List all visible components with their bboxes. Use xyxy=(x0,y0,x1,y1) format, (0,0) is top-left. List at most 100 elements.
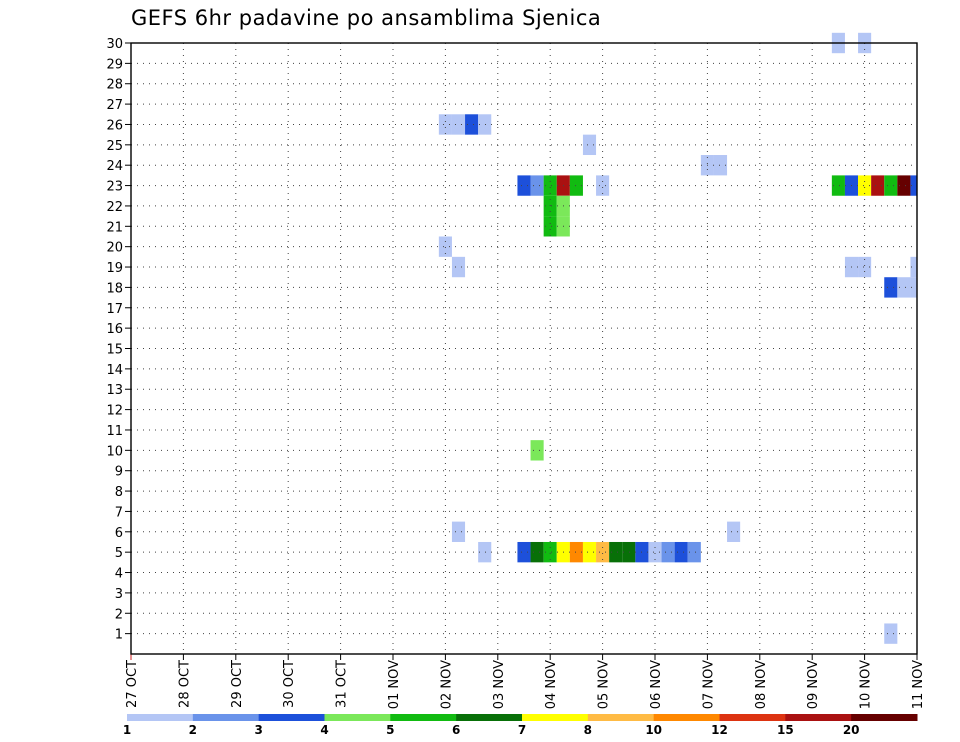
heatmap-cell xyxy=(910,256,917,278)
colorbar-label: 7 xyxy=(518,723,526,737)
heatmap-cell xyxy=(517,175,531,196)
heatmap-cell xyxy=(438,114,452,135)
x-tick-label: 28 OCT xyxy=(177,660,192,708)
y-tick-label: 18 xyxy=(106,281,123,296)
x-tick-label: 31 OCT xyxy=(335,660,350,708)
y-tick-label: 29 xyxy=(106,57,123,72)
heatmap-cells xyxy=(438,32,917,644)
colorbar-label: 2 xyxy=(189,723,197,737)
x-tick-label: 29 OCT xyxy=(230,660,245,708)
y-tick-label: 7 xyxy=(115,505,123,520)
heatmap-cell xyxy=(609,541,623,563)
colorbar-label: 3 xyxy=(254,723,262,737)
colorbar-segment xyxy=(390,714,457,721)
y-tick-label: 8 xyxy=(115,485,123,500)
heatmap-cell xyxy=(530,541,544,563)
y-tick-label: 4 xyxy=(115,567,123,582)
colorbar-label: 6 xyxy=(452,723,460,737)
y-tick-label: 21 xyxy=(106,220,123,235)
colorbar-segment xyxy=(653,714,720,721)
colorbar-label: 20 xyxy=(843,723,860,737)
colorbar-segment xyxy=(127,714,194,721)
colorbar-segment xyxy=(258,714,325,721)
y-tick-label: 28 xyxy=(106,78,123,93)
y-tick-label: 24 xyxy=(106,159,123,174)
heatmap-cell xyxy=(465,114,479,135)
heatmap-cell xyxy=(648,541,662,563)
heatmap-cell xyxy=(884,175,898,196)
y-tick-label: 27 xyxy=(106,98,123,113)
colorbar-label: 15 xyxy=(777,723,794,737)
y-tick-label: 17 xyxy=(106,302,123,317)
colorbar-segment xyxy=(324,714,391,721)
x-tick-label: 06 NOV xyxy=(649,660,664,709)
y-tick-label: 13 xyxy=(106,383,123,398)
heatmap-cell xyxy=(727,521,741,542)
x-tick-label: 02 NOV xyxy=(439,660,454,709)
heatmap-cell xyxy=(569,541,583,563)
y-tick-label: 23 xyxy=(106,180,123,195)
colorbar-segment xyxy=(851,714,918,721)
y-tick-label: 10 xyxy=(106,444,123,459)
heatmap-cell xyxy=(543,541,557,563)
y-tick-label: 20 xyxy=(106,241,123,256)
heatmap-cell xyxy=(622,541,636,563)
y-tick-label: 16 xyxy=(106,322,123,337)
y-tick-label: 22 xyxy=(106,200,123,215)
y-tick-label: 2 xyxy=(115,607,123,622)
colorbar-segment xyxy=(785,714,852,721)
heatmap-cell xyxy=(674,541,688,563)
colorbar-label: 1 xyxy=(123,723,131,737)
y-tick-label: 6 xyxy=(115,526,123,541)
x-tick-label: 05 NOV xyxy=(597,660,612,709)
heatmap-cell xyxy=(530,440,544,461)
x-tick-label: 08 NOV xyxy=(754,660,769,709)
plot-frame xyxy=(130,42,918,655)
chart-title: GEFS 6hr padavine po ansamblima Sjenica xyxy=(131,6,602,30)
heatmap-cell xyxy=(530,175,544,196)
heatmap-cell xyxy=(438,236,452,257)
y-tick-label: 15 xyxy=(106,343,123,358)
x-tick-label: 04 NOV xyxy=(544,660,559,709)
heatmap-cell xyxy=(478,114,492,135)
y-tick-label: 3 xyxy=(115,587,123,602)
heatmap-cell xyxy=(910,277,917,298)
x-tick-label: 07 NOV xyxy=(701,660,716,709)
heatmap-cell xyxy=(582,541,597,563)
x-tick-label: 09 NOV xyxy=(806,660,821,709)
heatmap-cell xyxy=(596,541,610,563)
y-tick-label: 30 xyxy=(106,37,123,52)
y-tick-label: 25 xyxy=(106,139,123,154)
heatmap-cell xyxy=(451,114,466,135)
heatmap-cell xyxy=(451,256,466,278)
colorbar-segment xyxy=(587,714,655,721)
heatmap-cell xyxy=(897,277,911,298)
x-tick-label: 03 NOV xyxy=(492,660,507,709)
x-tick-label: 30 OCT xyxy=(282,660,297,708)
heatmap-cell xyxy=(517,541,531,563)
colorbar-label: 10 xyxy=(645,723,662,737)
heatmap-cell xyxy=(543,216,557,237)
heatmap-cell xyxy=(661,541,675,563)
colorbar-label: 5 xyxy=(386,723,394,737)
y-tick-label: 9 xyxy=(115,465,123,480)
y-tick-label: 12 xyxy=(106,404,123,419)
grid-lines xyxy=(130,42,918,654)
heatmap-cell xyxy=(884,623,898,644)
heatmap-cell xyxy=(713,155,728,176)
heatmap-cell xyxy=(858,256,872,278)
heatmap-cell xyxy=(569,175,583,196)
colorbar-segment xyxy=(719,714,786,721)
x-axis: 27 OCT 28 OCT 29 OCT 30 OCT 31 OCT 01 NOV 02 N… xyxy=(125,654,926,709)
x-tick-label: 27 OCT xyxy=(125,660,140,708)
heatmap-cell xyxy=(858,175,872,196)
heatmap-cell xyxy=(582,134,597,156)
heatmap-cell xyxy=(543,175,557,196)
heatmap-cell xyxy=(596,175,610,196)
y-tick-label: 11 xyxy=(106,424,123,439)
colorbar-label: 12 xyxy=(711,723,728,737)
colorbar-label: 4 xyxy=(320,723,328,737)
colorbar: 1 2 3 4 5 6 7 8 10 12 15 20 xyxy=(123,714,918,737)
y-axis: 1234567891011121314151617181920212223242… xyxy=(106,37,131,643)
